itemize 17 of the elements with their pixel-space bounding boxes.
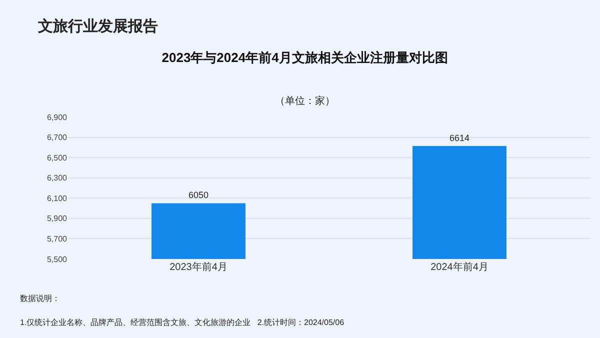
y-tick-label: 6,100 <box>46 194 68 203</box>
text: 文旅行业发展报告 <box>37 18 158 35</box>
x-tick-label: 2024年前4月 <box>430 261 488 273</box>
y-tick-label: 5,700 <box>46 234 68 244</box>
data-label: 6050 <box>188 190 209 200</box>
y-tick-label: 5,500 <box>46 254 68 264</box>
text: 数据说明： <box>20 294 60 303</box>
y-tick-label: 6,500 <box>46 153 68 162</box>
y-tick-label: 5,900 <box>46 214 68 224</box>
text: 1.仅统计企业名称、品牌产品、经营范围含文旅、文化旅游的企业 2.统计时间：2024/05/06 <box>20 318 345 327</box>
y-tick-label: 6,900 <box>46 112 68 122</box>
x-tick-label: 2023年前4月 <box>170 261 228 273</box>
y-tick-label: 6,300 <box>46 174 68 183</box>
y-tick-label: 6,700 <box>46 133 68 142</box>
data-label: 6614 <box>449 133 470 144</box>
chart-subtitle: （单位：家） <box>275 95 335 107</box>
chart-title: 2023年与2024年前4月文旅相关企业注册量对比图 <box>162 50 448 66</box>
